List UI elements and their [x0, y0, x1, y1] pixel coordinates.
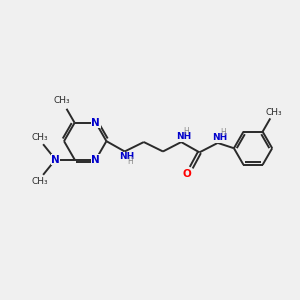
Text: H: H [220, 128, 226, 137]
Text: N: N [92, 154, 100, 164]
Text: O: O [182, 169, 191, 178]
Text: N: N [92, 118, 100, 128]
Text: H: H [127, 157, 133, 166]
Text: CH₃: CH₃ [266, 107, 282, 116]
Text: NH: NH [176, 132, 191, 141]
Text: H: H [184, 127, 189, 136]
Text: CH₃: CH₃ [31, 177, 48, 186]
Text: N: N [51, 154, 60, 164]
Text: NH: NH [212, 133, 228, 142]
Text: CH₃: CH₃ [31, 133, 48, 142]
Text: NH: NH [119, 152, 135, 161]
Text: CH₃: CH₃ [53, 96, 70, 105]
